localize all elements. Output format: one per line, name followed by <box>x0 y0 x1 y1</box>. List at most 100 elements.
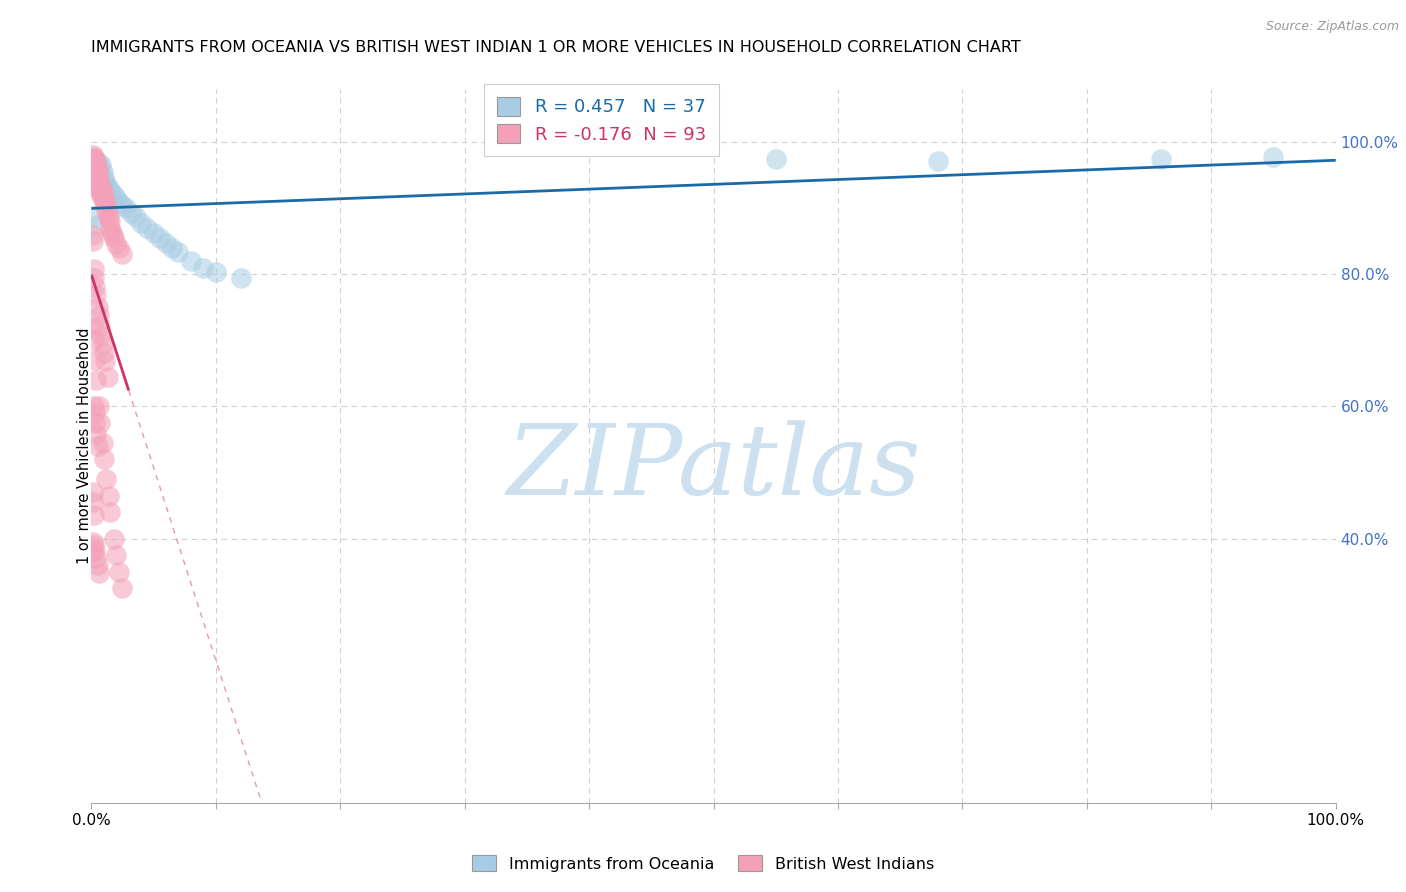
Point <box>82 495 104 509</box>
Point <box>91 185 114 199</box>
Point <box>93 194 115 209</box>
Point <box>82 545 104 559</box>
Point <box>86 551 108 566</box>
Point <box>82 165 104 179</box>
Point <box>86 427 108 442</box>
Point <box>82 148 104 162</box>
Point <box>98 221 121 235</box>
Point <box>142 226 165 240</box>
Point <box>111 581 134 595</box>
Point <box>87 566 110 580</box>
Point <box>1150 152 1173 166</box>
Point <box>98 214 121 228</box>
Point <box>149 231 172 245</box>
Point <box>87 400 110 414</box>
Point <box>86 218 108 232</box>
Point <box>86 181 108 195</box>
Point <box>96 472 118 486</box>
Point <box>101 227 124 242</box>
Point <box>229 270 252 285</box>
Point <box>89 416 111 430</box>
Point <box>86 558 108 572</box>
Point <box>86 175 108 189</box>
Point <box>84 153 107 167</box>
Point <box>103 231 125 245</box>
Point <box>96 178 118 192</box>
Point <box>129 216 152 230</box>
Point <box>86 162 108 177</box>
Point <box>87 175 110 189</box>
Point <box>83 400 105 414</box>
Point <box>82 234 104 248</box>
Point <box>82 485 104 500</box>
Text: IMMIGRANTS FROM OCEANIA VS BRITISH WEST INDIAN 1 OR MORE VEHICLES IN HOUSEHOLD C: IMMIGRANTS FROM OCEANIA VS BRITISH WEST … <box>91 40 1021 55</box>
Point <box>86 439 108 453</box>
Point <box>103 188 125 202</box>
Legend: Immigrants from Oceania, British West Indians: Immigrants from Oceania, British West In… <box>464 847 942 880</box>
Point <box>120 206 142 220</box>
Point <box>86 156 108 170</box>
Point <box>87 181 110 195</box>
Point <box>87 308 110 322</box>
Point <box>100 185 122 199</box>
Y-axis label: 1 or more Vehicles in Household: 1 or more Vehicles in Household <box>77 327 91 565</box>
Point <box>86 168 108 182</box>
Point <box>765 152 787 166</box>
Point <box>107 194 129 209</box>
Point <box>155 236 177 251</box>
Point <box>91 165 114 179</box>
Point <box>98 505 121 519</box>
Point <box>82 152 104 166</box>
Point <box>1263 150 1285 164</box>
Point <box>82 152 104 166</box>
Point <box>89 318 111 333</box>
Point <box>84 416 107 430</box>
Point <box>84 280 107 294</box>
Text: ZIPatlas: ZIPatlas <box>506 420 921 515</box>
Point <box>91 435 114 450</box>
Point <box>84 353 107 368</box>
Point <box>86 373 108 387</box>
Point <box>84 543 107 558</box>
Point <box>89 185 111 199</box>
Point <box>83 156 105 170</box>
Point <box>90 188 112 202</box>
Point <box>84 406 107 420</box>
Legend: R = 0.457   N = 37, R = -0.176  N = 93: R = 0.457 N = 37, R = -0.176 N = 93 <box>484 84 718 156</box>
Point <box>97 181 120 195</box>
Point <box>83 333 105 347</box>
Point <box>84 158 107 172</box>
Point <box>87 165 110 179</box>
Point <box>111 198 134 212</box>
Point <box>83 152 105 166</box>
Point <box>97 208 120 222</box>
Text: Source: ZipAtlas.com: Source: ZipAtlas.com <box>1265 20 1399 33</box>
Point <box>83 508 105 523</box>
Point <box>193 260 215 275</box>
Point <box>125 211 148 225</box>
Point <box>82 320 104 334</box>
Point <box>84 158 107 172</box>
Point <box>89 178 111 192</box>
Point <box>97 489 120 503</box>
Point <box>86 169 108 184</box>
Point <box>93 171 115 186</box>
Point <box>205 265 228 279</box>
Point <box>82 534 104 549</box>
Point <box>96 198 118 212</box>
Point <box>90 158 112 172</box>
Point <box>115 201 138 215</box>
Point <box>86 154 108 169</box>
Point <box>93 452 115 467</box>
Point <box>162 241 184 255</box>
Point <box>83 168 105 182</box>
Point <box>84 171 107 186</box>
Point <box>93 188 115 202</box>
Point <box>93 346 115 360</box>
Point <box>100 224 122 238</box>
Point <box>83 161 105 176</box>
Point <box>89 161 111 176</box>
Point <box>86 162 108 177</box>
Point <box>84 160 107 174</box>
Point <box>105 237 128 252</box>
